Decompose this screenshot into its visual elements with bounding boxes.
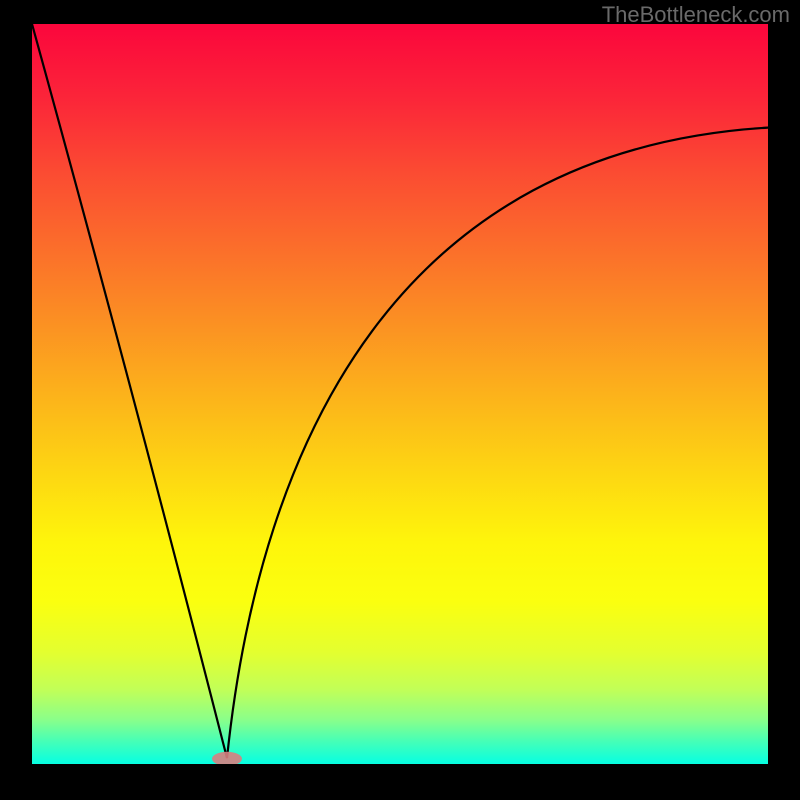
watermark-text: TheBottleneck.com: [602, 2, 790, 28]
chart-container: TheBottleneck.com: [0, 0, 800, 800]
plot-area: [32, 24, 768, 766]
bottleneck-chart: [0, 0, 800, 800]
gradient-background: [32, 24, 768, 764]
minimum-marker: [212, 752, 242, 766]
